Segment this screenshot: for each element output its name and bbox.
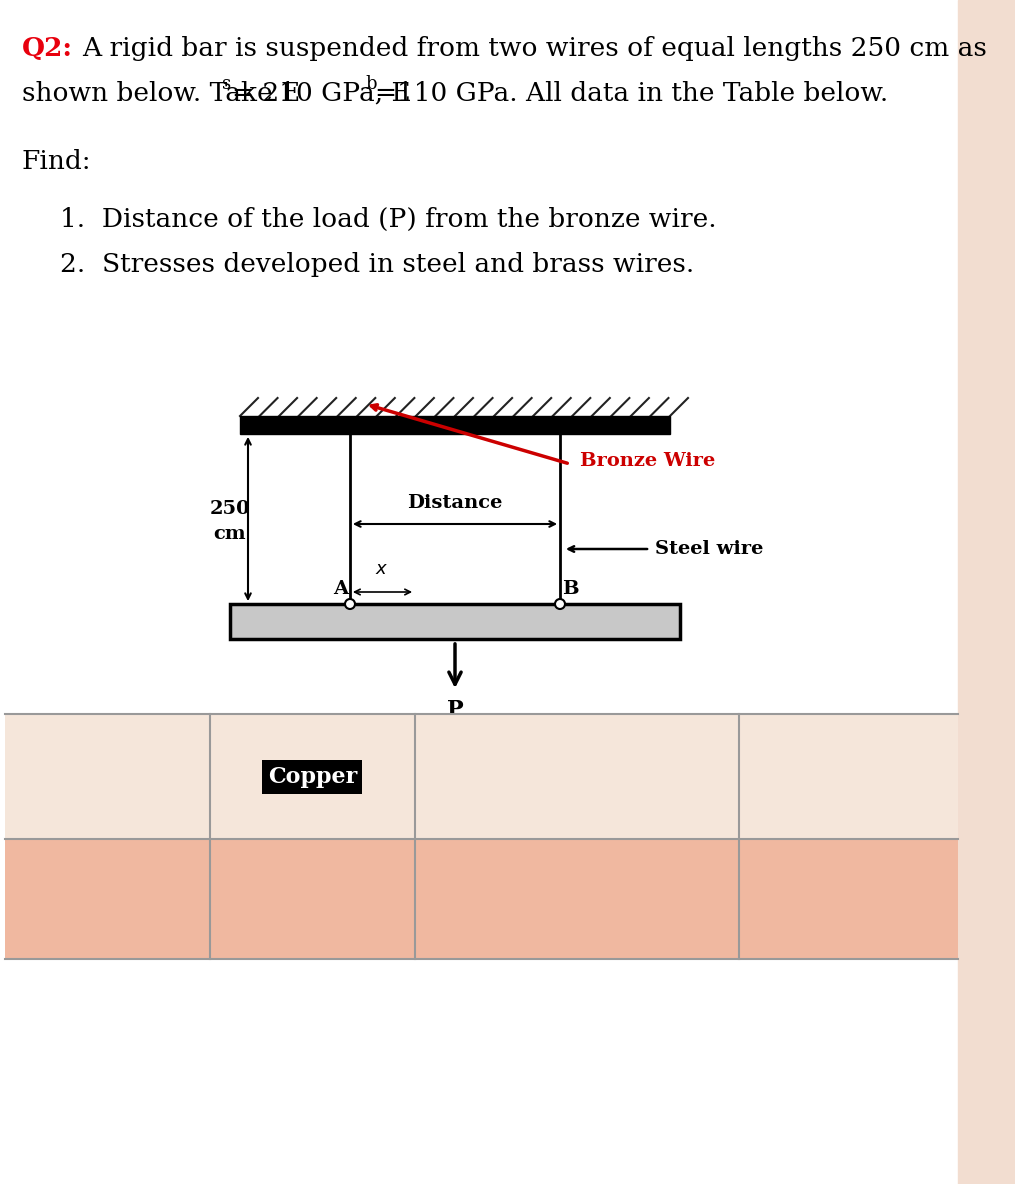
Text: Q2:: Q2: — [22, 36, 73, 62]
Circle shape — [345, 599, 355, 609]
Text: Find:: Find: — [22, 149, 91, 174]
Text: 850: 850 — [551, 887, 603, 910]
Text: Dia: Dia — [290, 728, 335, 753]
Bar — [230, 604, 680, 639]
Text: 26: 26 — [90, 887, 125, 910]
Text: Bronze Wire: Bronze Wire — [580, 452, 716, 470]
Text: P (N): P (N) — [813, 765, 883, 789]
Text: s: s — [222, 75, 231, 94]
Text: Distance
between two
wires (mm): Distance between two wires (mm) — [494, 733, 659, 821]
Text: 2.  Stresses developed in steel and brass wires.: 2. Stresses developed in steel and brass… — [60, 252, 694, 277]
Circle shape — [555, 599, 565, 609]
Text: Copper: Copper — [268, 766, 357, 787]
Text: mm: mm — [287, 800, 337, 824]
Text: Steel wire: Steel wire — [655, 540, 763, 558]
Text: 250: 250 — [210, 500, 251, 519]
Text: cm: cm — [214, 525, 247, 543]
Bar — [5, 839, 958, 959]
Bar — [262, 759, 362, 793]
Text: 1.  Distance of the load (P) from the bronze wire.: 1. Distance of the load (P) from the bro… — [60, 207, 717, 232]
Text: b: b — [365, 75, 377, 94]
Text: = 210 GPa, E: = 210 GPa, E — [232, 81, 411, 107]
Text: Dia
(steel)
mm: Dia (steel) mm — [65, 733, 150, 821]
Text: A: A — [333, 580, 348, 598]
Text: B: B — [562, 580, 579, 598]
Text: P: P — [447, 699, 463, 721]
Text: A rigid bar is suspended from two wires of equal lengths 250 cm as: A rigid bar is suspended from two wires … — [82, 36, 987, 62]
Text: =110 GPa. All data in the Table below.: =110 GPa. All data in the Table below. — [375, 81, 888, 107]
Bar — [5, 714, 958, 839]
Text: 8000: 8000 — [814, 887, 883, 910]
Bar — [240, 416, 670, 435]
Text: shown below. Take E: shown below. Take E — [22, 81, 300, 107]
Text: Distance: Distance — [407, 494, 502, 511]
Text: 35: 35 — [295, 887, 330, 910]
Text: $x$: $x$ — [376, 560, 389, 578]
Bar — [958, 0, 1015, 1184]
